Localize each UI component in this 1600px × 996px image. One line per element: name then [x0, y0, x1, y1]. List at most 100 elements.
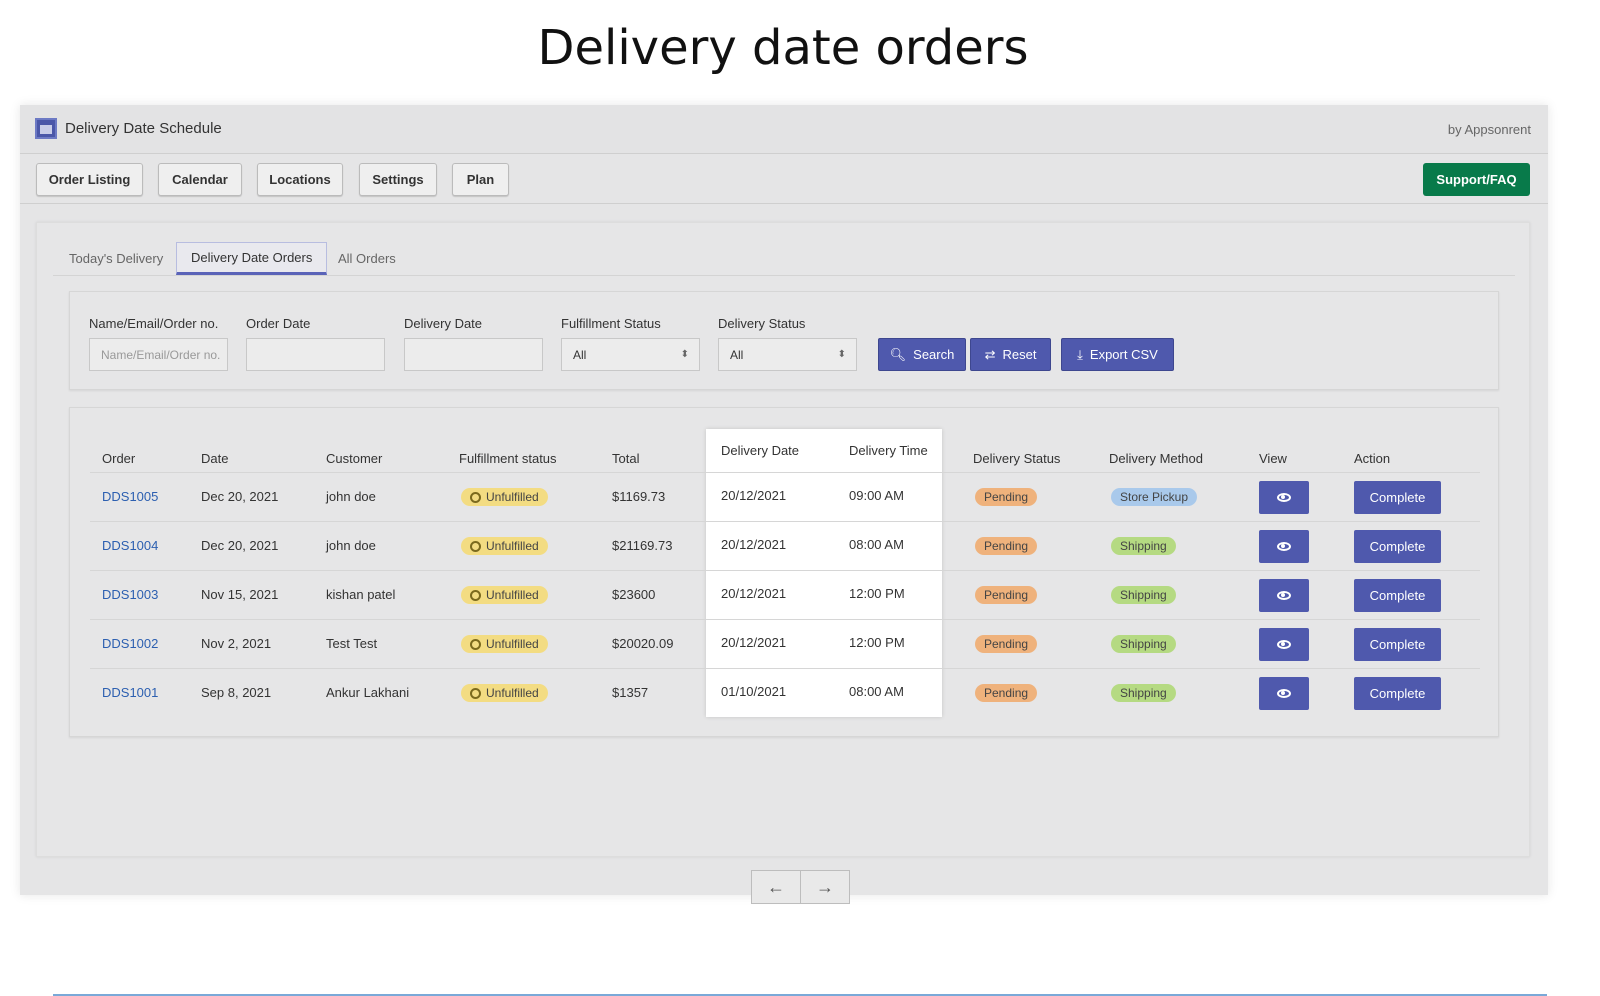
complete-button[interactable]: Complete — [1354, 628, 1441, 661]
delivery-status-badge: Pending — [975, 684, 1038, 702]
view-button[interactable] — [1259, 628, 1309, 661]
search-button[interactable]: 🔍︎ Search — [878, 338, 966, 371]
col-header-total: Total — [612, 451, 640, 466]
tab-divider — [53, 275, 1515, 276]
complete-button[interactable]: Complete — [1354, 579, 1441, 612]
fulfillment-badge: Unfulfilled — [461, 586, 548, 604]
eye-icon — [1277, 640, 1291, 649]
delivery-time: 12:00 PM — [849, 635, 905, 650]
delivery-status-badge: Pending — [975, 586, 1038, 604]
view-button[interactable] — [1259, 677, 1309, 710]
eye-icon — [1277, 689, 1291, 698]
customer-name: kishan patel — [326, 587, 396, 602]
col-header-delivery-date: Delivery Date — [721, 443, 800, 458]
nav-plan[interactable]: Plan — [452, 163, 509, 196]
delivery-date-label: Delivery Date — [404, 316, 483, 331]
delivery-time: 08:00 AM — [849, 684, 904, 699]
order-link[interactable]: DDS1004 — [102, 538, 159, 553]
delivery-method-badge: Store Pickup — [1111, 488, 1198, 506]
tab-delivery-date-orders[interactable]: Delivery Date Orders — [176, 242, 328, 275]
nav-calendar[interactable]: Calendar — [158, 163, 242, 196]
order-date: Sep 8, 2021 — [201, 685, 272, 700]
support-faq-button[interactable]: Support/FAQ — [1423, 163, 1530, 196]
tab-todays-delivery[interactable]: Today's Delivery — [69, 251, 164, 266]
app-vendor: by Appsonrent — [1447, 122, 1531, 137]
delivery-date-input[interactable] — [404, 338, 543, 371]
delivery-date: 20/12/2021 — [721, 635, 787, 650]
table-row: DDS1005 Dec 20, 2021 john doe Unfulfilled $1… — [90, 472, 1480, 521]
fulfillment-badge: Unfulfilled — [461, 537, 548, 555]
orders-table-card: Order Date Customer Fulfillment status Total… — [69, 407, 1499, 737]
order-link[interactable]: DDS1001 — [102, 685, 159, 700]
col-header-delivery-time: Delivery Time — [849, 443, 928, 458]
fulfillment-status-label: Fulfillment Status — [561, 316, 661, 331]
main-panel: Today's Delivery Delivery Date Orders Al… — [36, 222, 1547, 996]
delivery-status-badge: Pending — [975, 488, 1038, 506]
order-link[interactable]: DDS1005 — [102, 489, 159, 504]
delivery-status-label: Delivery Status — [718, 316, 806, 331]
pagination: ← → — [751, 870, 850, 904]
table-row: DDS1003 Nov 15, 2021 kishan patel Unfulfill… — [90, 570, 1480, 619]
delivery-status-select[interactable]: All — [718, 338, 857, 371]
fulfillment-badge: Unfulfilled — [461, 635, 548, 653]
calendar-logo-icon — [35, 118, 57, 139]
col-header-delivery-method: Delivery Method — [1109, 451, 1203, 466]
page-title: Delivery date orders — [537, 20, 1029, 76]
prev-page-button[interactable]: ← — [767, 876, 785, 897]
delivery-date: 20/12/2021 — [721, 537, 787, 552]
view-button[interactable] — [1259, 481, 1309, 514]
delivery-date: 20/12/2021 — [721, 488, 787, 503]
order-link[interactable]: DDS1003 — [102, 587, 159, 602]
export-csv-button[interactable]: ⤓ Export CSV — [1061, 338, 1174, 371]
order-total: $1357 — [612, 685, 649, 700]
delivery-time: 08:00 AM — [849, 537, 904, 552]
customer-name: john doe — [326, 489, 376, 504]
app-header: Delivery Date Schedule by Appsonrent — [20, 105, 1548, 154]
delivery-method-badge: Shipping — [1111, 684, 1176, 702]
order-total: $21169.73 — [612, 538, 673, 553]
view-button[interactable] — [1259, 579, 1309, 612]
col-header-fulfillment: Fulfillment status — [459, 451, 557, 466]
view-button[interactable] — [1259, 530, 1309, 563]
delivery-time: 09:00 AM — [849, 488, 904, 503]
order-date-label: Order Date — [246, 316, 311, 331]
complete-button[interactable]: Complete — [1354, 481, 1441, 514]
eye-icon — [1277, 591, 1291, 600]
col-header-order: Order — [102, 451, 136, 466]
reset-icon: ⇄ — [984, 346, 996, 362]
col-header-customer: Customer — [326, 451, 383, 466]
nav-locations[interactable]: Locations — [257, 163, 343, 196]
reset-button[interactable]: ⇄ Reset — [970, 338, 1051, 371]
delivery-date: 20/12/2021 — [721, 586, 787, 601]
delivery-date: 01/10/2021 — [721, 684, 787, 699]
delivery-status-badge: Pending — [975, 635, 1038, 653]
delivery-status-badge: Pending — [975, 537, 1038, 555]
app-window: Delivery Date Schedule by Appsonrent Ord… — [20, 105, 1548, 996]
next-page-button[interactable]: → — [800, 871, 849, 903]
nav-settings[interactable]: Settings — [359, 163, 437, 196]
delivery-columns-highlight — [706, 429, 942, 717]
delivery-method-badge: Shipping — [1111, 635, 1176, 653]
order-date-input[interactable] — [246, 338, 385, 371]
order-date: Nov 15, 2021 — [201, 587, 279, 602]
search-label: Search — [913, 347, 955, 362]
eye-icon — [1277, 542, 1291, 551]
complete-button[interactable]: Complete — [1354, 677, 1441, 710]
app-title: Delivery Date Schedule — [65, 120, 222, 137]
fulfillment-status-select[interactable]: All — [561, 338, 700, 371]
table-row: DDS1004 Dec 20, 2021 john doe Unfulfilled $2… — [90, 521, 1480, 570]
order-total: $23600 — [612, 587, 656, 602]
order-date: Dec 20, 2021 — [201, 489, 279, 504]
order-link[interactable]: DDS1002 — [102, 636, 159, 651]
table-row: DDS1002 Nov 2, 2021 Test Test Unfulfilled $2… — [90, 619, 1480, 668]
fulfillment-badge: Unfulfilled — [461, 488, 548, 506]
nav-bar: Order Listing Calendar Locations Setting… — [20, 154, 1548, 204]
table-row: DDS1001 Sep 8, 2021 Ankur Lakhani Unfulfill… — [90, 668, 1480, 717]
tab-all-orders[interactable]: All Orders — [338, 251, 396, 266]
complete-button[interactable]: Complete — [1354, 530, 1441, 563]
delivery-time: 12:00 PM — [849, 586, 905, 601]
customer-name: john doe — [326, 538, 376, 553]
name-email-order-input[interactable]: Name/Email/Order no. — [89, 338, 228, 371]
nav-order-listing[interactable]: Order Listing — [36, 163, 143, 196]
order-date: Dec 20, 2021 — [201, 538, 279, 553]
